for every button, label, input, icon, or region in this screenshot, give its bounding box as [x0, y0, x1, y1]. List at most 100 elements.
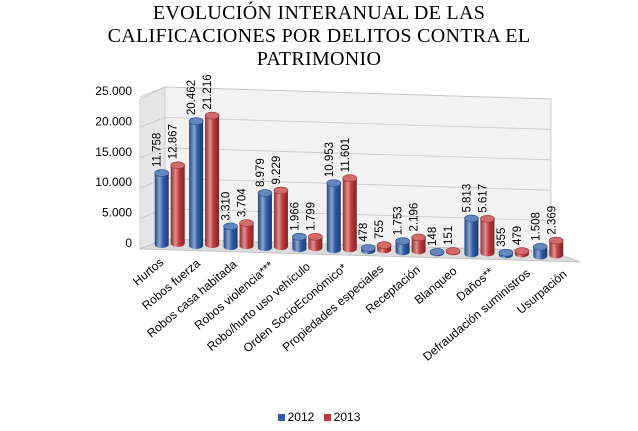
- data-labels: 11.758 12.867 20.462 21.216 3.310 3.704 8.979 9…: [152, 74, 559, 246]
- data-label: 3.704: [237, 188, 249, 217]
- bar-top: [273, 186, 289, 195]
- gridline: [139, 147, 552, 161]
- data-label: 478: [358, 223, 370, 242]
- legend-label-2012: 2012: [287, 410, 315, 424]
- data-label: 1.966: [289, 202, 301, 231]
- bar-body: [223, 226, 238, 251]
- bar-body: [239, 223, 254, 250]
- y-tick-label: 20.000: [95, 114, 132, 128]
- data-label: 355: [496, 228, 508, 247]
- data-label: 9.229: [271, 156, 283, 185]
- bars: [154, 111, 564, 260]
- data-label: 1.508: [530, 212, 542, 241]
- bar-2013-8: [411, 233, 426, 255]
- bar-2012-1: [154, 169, 170, 249]
- bar-top: [480, 214, 495, 223]
- data-label: 20.462: [186, 80, 198, 115]
- bar-top: [204, 111, 220, 120]
- bar-2013-9: [445, 247, 461, 256]
- data-label: 479: [512, 226, 524, 245]
- bar-body: [411, 237, 426, 255]
- chart-title-line-3: PATRIMONIO: [256, 48, 382, 70]
- data-label: 2.369: [546, 206, 558, 235]
- data-label: 8.979: [255, 158, 267, 187]
- y-tick-label: 10.000: [95, 175, 132, 189]
- bar-2013-5: [308, 232, 323, 252]
- bar-2012-8: [395, 237, 410, 256]
- data-label: 1.753: [393, 206, 405, 235]
- bar-body: [326, 183, 341, 254]
- bar-top: [360, 244, 376, 252]
- bar-2013-3: [239, 219, 254, 250]
- bar-2012-2: [188, 117, 204, 250]
- data-label: 1.799: [305, 202, 317, 231]
- bar-top: [239, 219, 254, 227]
- bar-body: [549, 240, 564, 259]
- bar-2012-9: [429, 248, 445, 257]
- bar-top: [223, 222, 238, 231]
- data-label: 2.196: [409, 203, 421, 232]
- y-tick-label: 5.000: [102, 206, 132, 220]
- bar-body: [170, 165, 185, 248]
- bar-2013-1: [170, 161, 186, 248]
- bar-top: [308, 232, 323, 241]
- legend-label-2013: 2013: [333, 410, 361, 424]
- data-label: 3.310: [221, 192, 233, 221]
- bar-2013-10: [480, 214, 495, 257]
- bar-top: [498, 248, 514, 257]
- bar-2013-2: [204, 111, 220, 249]
- bar-top: [514, 247, 530, 255]
- bar-body: [464, 218, 479, 258]
- bar-body: [395, 241, 410, 256]
- y-tick-label: 0: [125, 236, 132, 250]
- bar-top: [257, 189, 273, 197]
- bar-2012-3: [223, 222, 238, 251]
- data-label: 5.617: [477, 184, 489, 213]
- data-label: 10.953: [324, 142, 336, 177]
- bar-top: [188, 117, 204, 125]
- bar-top: [445, 247, 461, 255]
- bar-top: [464, 214, 479, 223]
- gridline: [139, 86, 552, 100]
- bar-2012-7: [360, 244, 376, 255]
- data-label: 755: [374, 220, 386, 239]
- bar-top: [154, 169, 170, 177]
- data-label: 11.601: [340, 138, 352, 172]
- bar-2012-12: [532, 243, 548, 260]
- bar-top: [326, 179, 342, 187]
- legend-item-2013: 2013: [323, 410, 361, 424]
- chart-title-line-2: CALIFICACIONES POR DELITOS CONTRA EL: [107, 25, 531, 47]
- bar-body: [189, 121, 204, 250]
- chart-legend: 2012 2013: [0, 410, 638, 424]
- bar-2013-4: [273, 186, 289, 251]
- bar-top: [548, 236, 564, 245]
- chart-title-line-1: EVOLUCIÓN INTERANUAL DE LAS: [152, 2, 486, 24]
- chart-title: EVOLUCIÓN INTERANUAL DE LAS CALIFICACION…: [0, 2, 638, 71]
- bar-top: [376, 241, 392, 249]
- bar-top: [342, 174, 358, 182]
- bar-body: [308, 236, 323, 252]
- bar-body: [257, 193, 272, 252]
- data-label: 148: [427, 227, 439, 246]
- data-label: 151: [443, 226, 455, 245]
- bar-2013-7: [376, 241, 392, 254]
- bar-2012-5: [292, 232, 307, 253]
- data-label: 5.813: [461, 184, 473, 213]
- bar-top: [170, 161, 186, 170]
- bar-top: [532, 243, 548, 251]
- bar-top: [395, 237, 410, 245]
- bar-top: [429, 248, 445, 256]
- bar-top: [411, 233, 426, 242]
- bar-2012-10: [464, 214, 479, 258]
- legend-item-2012: 2012: [277, 410, 315, 424]
- data-label: 21.216: [202, 74, 214, 109]
- bar-body: [154, 173, 169, 249]
- legend-swatch-2013: [323, 414, 331, 421]
- bar-body: [273, 190, 288, 251]
- data-label: 12.867: [168, 124, 180, 159]
- bar-body: [480, 218, 495, 257]
- gridline: [139, 116, 552, 130]
- bar-2012-11: [498, 248, 514, 259]
